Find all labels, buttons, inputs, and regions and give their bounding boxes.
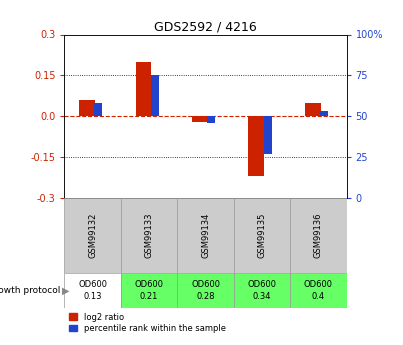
Bar xyxy=(121,198,177,273)
Bar xyxy=(290,273,347,308)
Bar xyxy=(177,198,234,273)
Bar xyxy=(290,198,347,273)
Text: GSM99135: GSM99135 xyxy=(258,213,266,258)
Text: OD600
0.34: OD600 0.34 xyxy=(247,280,276,300)
Bar xyxy=(121,273,177,308)
Bar xyxy=(64,273,121,308)
Bar xyxy=(320,111,328,116)
Legend: log2 ratio, percentile rank within the sample: log2 ratio, percentile rank within the s… xyxy=(69,313,226,333)
Bar xyxy=(264,116,272,154)
Text: OD600
0.4: OD600 0.4 xyxy=(304,280,333,300)
Title: GDS2592 / 4216: GDS2592 / 4216 xyxy=(154,20,257,33)
Bar xyxy=(94,103,102,116)
Bar xyxy=(234,198,290,273)
Text: OD600
0.28: OD600 0.28 xyxy=(191,280,220,300)
Text: OD600
0.13: OD600 0.13 xyxy=(78,280,107,300)
Bar xyxy=(79,100,95,116)
Bar xyxy=(151,76,159,116)
Bar xyxy=(234,273,290,308)
Bar xyxy=(135,62,152,116)
Bar xyxy=(248,116,264,176)
Text: ▶: ▶ xyxy=(62,285,70,295)
Text: growth protocol: growth protocol xyxy=(0,286,60,295)
Text: GSM99136: GSM99136 xyxy=(314,213,323,258)
Text: GSM99134: GSM99134 xyxy=(201,213,210,258)
Bar xyxy=(207,116,215,123)
Text: GSM99132: GSM99132 xyxy=(88,213,97,258)
Text: OD600
0.21: OD600 0.21 xyxy=(135,280,164,300)
Bar xyxy=(64,198,121,273)
Text: GSM99133: GSM99133 xyxy=(145,213,154,258)
Bar xyxy=(305,103,321,116)
Bar xyxy=(177,273,234,308)
Bar xyxy=(192,116,208,122)
